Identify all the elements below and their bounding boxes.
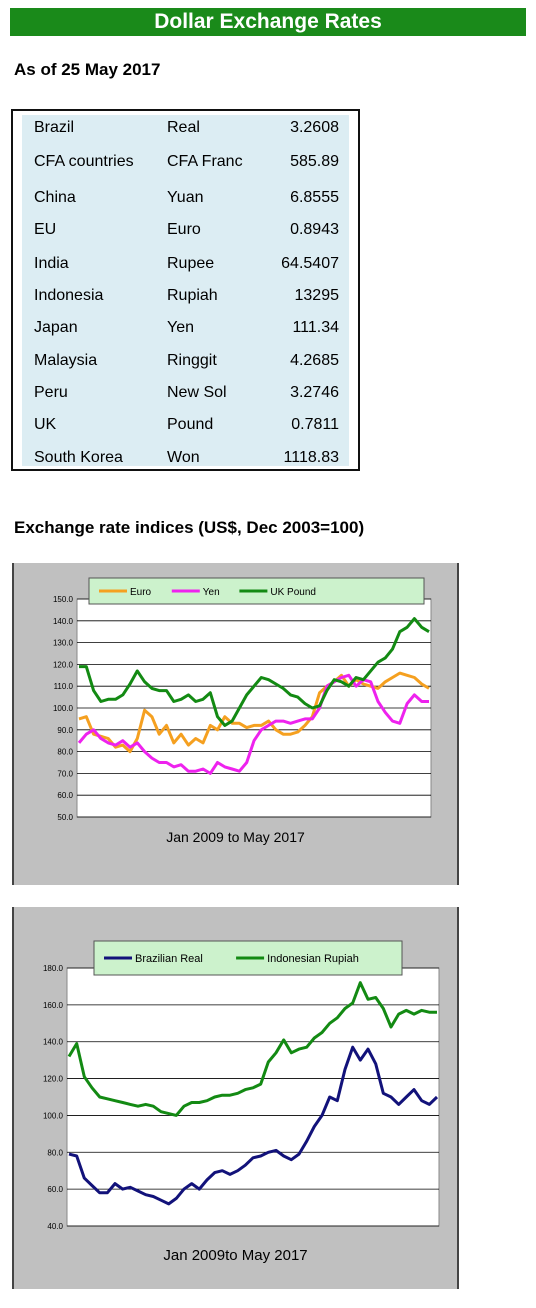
rate-value: 585.89	[290, 153, 339, 170]
rate-value: 3.2746	[290, 384, 339, 401]
legend-label: Indonesian Rupiah	[267, 953, 359, 965]
y-tick-label: 120.0	[43, 1075, 64, 1084]
currency-name: Real	[167, 119, 200, 136]
series-line-0	[68, 1045, 439, 1206]
y-tick-label: 80.0	[47, 1148, 63, 1157]
y-tick-label: 40.0	[47, 1222, 63, 1231]
chart-1-xlabel: Jan 2009 to May 2017	[166, 829, 305, 845]
series-line-0	[78, 671, 430, 754]
country-name: CFA countries	[34, 153, 134, 170]
rate-row: EU Euro 0.8943	[22, 221, 349, 251]
country-name: India	[34, 255, 69, 272]
y-tick-label: 160.0	[43, 1001, 64, 1010]
y-tick-label: 140.0	[53, 617, 74, 626]
rate-value: 0.7811	[291, 416, 339, 433]
rate-row: China Yuan 6.8555	[22, 189, 349, 219]
rate-row: India Rupee 64.5407	[22, 255, 349, 285]
rate-row: CFA countries CFA Franc 585.89	[22, 153, 349, 183]
rates-table-body: Brazil Real 3.2608 CFA countries CFA Franc 58…	[22, 115, 349, 466]
rate-row: South Korea Won 1118.83	[22, 449, 349, 479]
y-tick-label: 140.0	[43, 1038, 64, 1047]
rate-value: 3.2608	[290, 119, 339, 136]
chart-2: 40.0 60.0 80.0 100.0 120.0 140.0 160.0 180.0 Bra…	[43, 940, 440, 1231]
currency-name: Rupee	[167, 255, 215, 272]
legend-label: Brazilian Real	[135, 953, 203, 965]
rate-value: 13295	[294, 287, 340, 304]
country-name: Malaysia	[34, 352, 98, 369]
page-title: Dollar Exchange Rates	[154, 10, 382, 33]
rate-value: 64.5407	[281, 255, 339, 272]
indices-title: Exchange rate indices (US$, Dec 2003=100…	[14, 518, 365, 537]
chart-1: 50.0 60.0 70.0 80.0 90.0 100.0 110.0 120.0 130.0…	[53, 577, 432, 822]
country-name: EU	[34, 221, 57, 238]
series-line-1	[77, 673, 429, 775]
country-name: South Korea	[34, 449, 123, 466]
y-tick-label: 120.0	[53, 660, 74, 669]
currency-name: New Sol	[167, 384, 227, 401]
page-title-banner: Dollar Exchange Rates	[10, 8, 526, 36]
country-name: Peru	[34, 384, 68, 401]
currency-name: Rupiah	[167, 287, 218, 304]
rates-table: Brazil Real 3.2608 CFA countries CFA Franc 58…	[11, 109, 360, 471]
currency-name: Yuan	[167, 189, 204, 206]
as-of-date: As of 25 May 2017	[14, 60, 161, 79]
rate-row: Brazil Real 3.2608	[22, 119, 349, 149]
rate-row: Malaysia Ringgit 4.2685	[22, 352, 349, 382]
rate-row: UK Pound 0.7811	[22, 416, 349, 446]
legend-label: UK Pound	[270, 587, 316, 598]
legend-label: Euro	[130, 587, 152, 598]
y-tick-label: 130.0	[53, 639, 74, 648]
y-tick-label: 180.0	[43, 964, 64, 973]
y-tick-label: 80.0	[57, 748, 73, 757]
rate-row: Indonesia Rupiah 13295	[22, 287, 349, 317]
country-name: Japan	[34, 319, 78, 336]
country-name: China	[34, 189, 76, 206]
series-line-1	[67, 981, 437, 1117]
y-tick-label: 90.0	[57, 726, 73, 735]
currency-name: Ringgit	[167, 352, 217, 369]
y-tick-label: 150.0	[53, 595, 74, 604]
country-name: UK	[34, 416, 57, 433]
chart-2-xlabel: Jan 2009to May 2017	[163, 1247, 308, 1264]
y-tick-label: 100.0	[43, 1111, 64, 1120]
legend-label: Yen	[203, 587, 220, 598]
y-tick-label: 60.0	[47, 1185, 63, 1194]
country-name: Brazil	[34, 119, 75, 136]
chart-frame-2: 40.0 60.0 80.0 100.0 120.0 140.0 160.0 180.0 Bra…	[12, 907, 459, 1289]
rate-row: Japan Yen 111.34	[22, 319, 349, 349]
y-tick-label: 60.0	[57, 791, 73, 800]
rate-value: 0.8943	[290, 221, 339, 238]
currency-name: CFA Franc	[167, 153, 243, 170]
y-tick-label: 50.0	[57, 813, 73, 822]
country-name: Indonesia	[34, 287, 104, 304]
series-line-2	[79, 617, 430, 727]
y-tick-label: 100.0	[53, 704, 74, 713]
chart-frame-1: 50.0 60.0 70.0 80.0 90.0 100.0 110.0 120.0 130.0…	[12, 563, 459, 885]
rate-value: 6.8555	[290, 189, 339, 206]
rate-value: 1118.83	[283, 449, 339, 466]
rate-value: 111.34	[292, 319, 339, 336]
rate-row: Peru New Sol 3.2746	[22, 384, 349, 414]
currency-name: Pound	[167, 416, 214, 433]
y-tick-label: 110.0	[54, 682, 74, 691]
rate-value: 4.2685	[290, 352, 339, 369]
currency-name: Yen	[167, 319, 194, 336]
plot-area	[66, 967, 440, 1227]
currency-name: Euro	[167, 221, 201, 238]
y-tick-label: 70.0	[57, 769, 73, 778]
currency-name: Won	[167, 449, 200, 466]
